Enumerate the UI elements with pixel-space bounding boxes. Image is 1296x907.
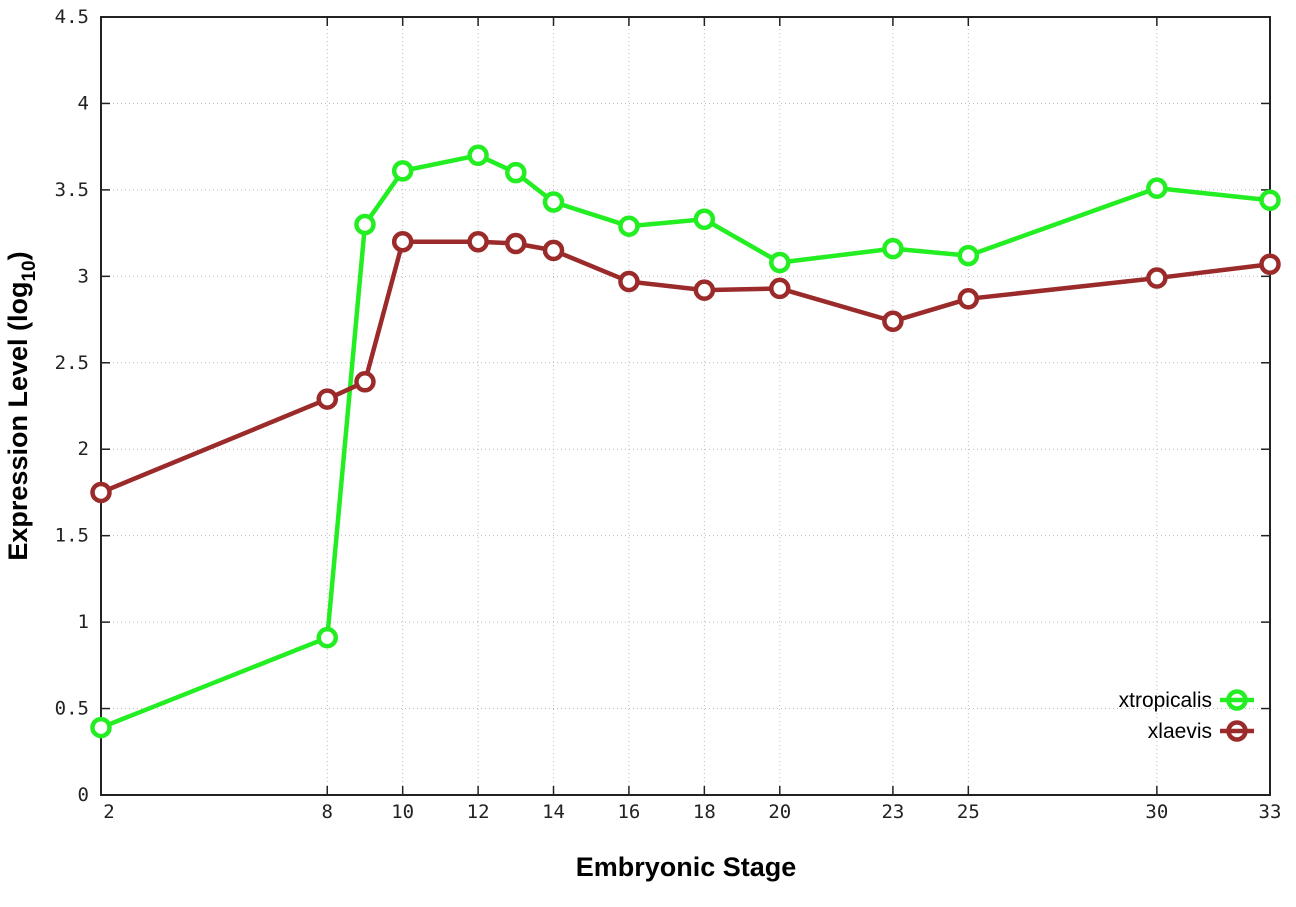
data-point-xtropicalis: [90, 716, 112, 739]
data-point-xlaevis: [316, 388, 339, 410]
axes: 0 0.5 1 1.5 2 2.5 3 3.5 4 4.5 2 8 10 12 14 16 18 20 23 25 30…: [55, 6, 1282, 823]
data-point-xlaevis: [693, 279, 716, 301]
y-tick-label: 4.5: [55, 6, 89, 28]
y-tick-label: 2: [78, 438, 89, 460]
y-tick-label: 0: [78, 784, 89, 806]
grid: [101, 17, 1270, 795]
y-tick-label: 2.5: [55, 352, 89, 374]
data-point-xlaevis: [467, 231, 489, 253]
legend-label-xtropicalis: xtropicalis: [1119, 689, 1212, 712]
legend: xtropicalis xlaevis: [1119, 689, 1254, 743]
x-tick-label: 8: [322, 801, 333, 823]
data-point-xlaevis: [542, 239, 565, 262]
y-tick-label: 1: [78, 611, 89, 633]
data-point-xtropicalis: [391, 160, 414, 182]
x-tick-label: 33: [1259, 801, 1282, 823]
data-point-xtropicalis: [769, 251, 791, 274]
legend-marker-xlaevis: [1226, 720, 1248, 742]
data-point-xlaevis: [769, 277, 791, 300]
legend-label-xlaevis: xlaevis: [1148, 720, 1212, 743]
data-point-xtropicalis: [1259, 189, 1281, 212]
data-point-xtropicalis: [1146, 177, 1168, 199]
x-tick-label: 10: [391, 801, 414, 823]
data-point-xlaevis: [354, 371, 376, 393]
y-axis-label: Expression Level (log10): [3, 251, 40, 560]
data-point-xlaevis: [505, 232, 527, 255]
y-axis-label-close: ): [3, 251, 33, 260]
y-axis-label-sub: 10: [19, 260, 40, 281]
legend-marker-xtropicalis: [1226, 689, 1248, 711]
x-tick-label: 18: [693, 801, 716, 823]
y-tick-label: 0.5: [55, 698, 89, 720]
data-point-xtropicalis: [354, 213, 376, 236]
data-point-xtropicalis: [467, 144, 489, 167]
y-axis-label-main: Expression Level (log: [3, 282, 33, 561]
x-tick-label: 23: [881, 801, 904, 823]
data-point-xlaevis: [1146, 267, 1168, 289]
x-tick-label: 30: [1145, 801, 1168, 823]
data-point-xlaevis: [391, 231, 414, 253]
y-tick-label: 4: [78, 92, 89, 114]
y-tick-label: 3.5: [55, 179, 89, 201]
data-point-xlaevis: [1259, 253, 1281, 275]
x-tick-label: 16: [617, 801, 640, 823]
data-point-xtropicalis: [316, 626, 339, 649]
series-line-xlaevis: [100, 239, 1271, 495]
series-line-xtropicalis: [100, 153, 1271, 730]
data-point-xlaevis: [957, 288, 980, 310]
data-point-xtropicalis: [693, 208, 716, 231]
data-point-xlaevis: [618, 270, 640, 293]
x-tick-label: 12: [467, 801, 490, 823]
x-tick-label: 25: [957, 801, 980, 823]
plot-border: [100, 16, 1271, 796]
data-point-xtropicalis: [542, 191, 565, 213]
data-point-xlaevis: [882, 310, 904, 333]
data-point-xtropicalis: [882, 237, 904, 260]
data-point-xtropicalis: [618, 215, 640, 237]
y-tick-label: 1.5: [55, 525, 89, 547]
x-tick-label: 2: [103, 801, 114, 823]
x-axis-label: Embryonic Stage: [576, 852, 797, 882]
data-point-xtropicalis: [957, 244, 980, 267]
x-tick-label: 14: [542, 801, 565, 823]
series-group: [90, 144, 1281, 739]
data-point-xtropicalis: [505, 161, 527, 184]
x-tick-label: 20: [768, 801, 791, 823]
y-tick-label: 3: [78, 265, 89, 287]
data-point-xlaevis: [90, 481, 112, 504]
